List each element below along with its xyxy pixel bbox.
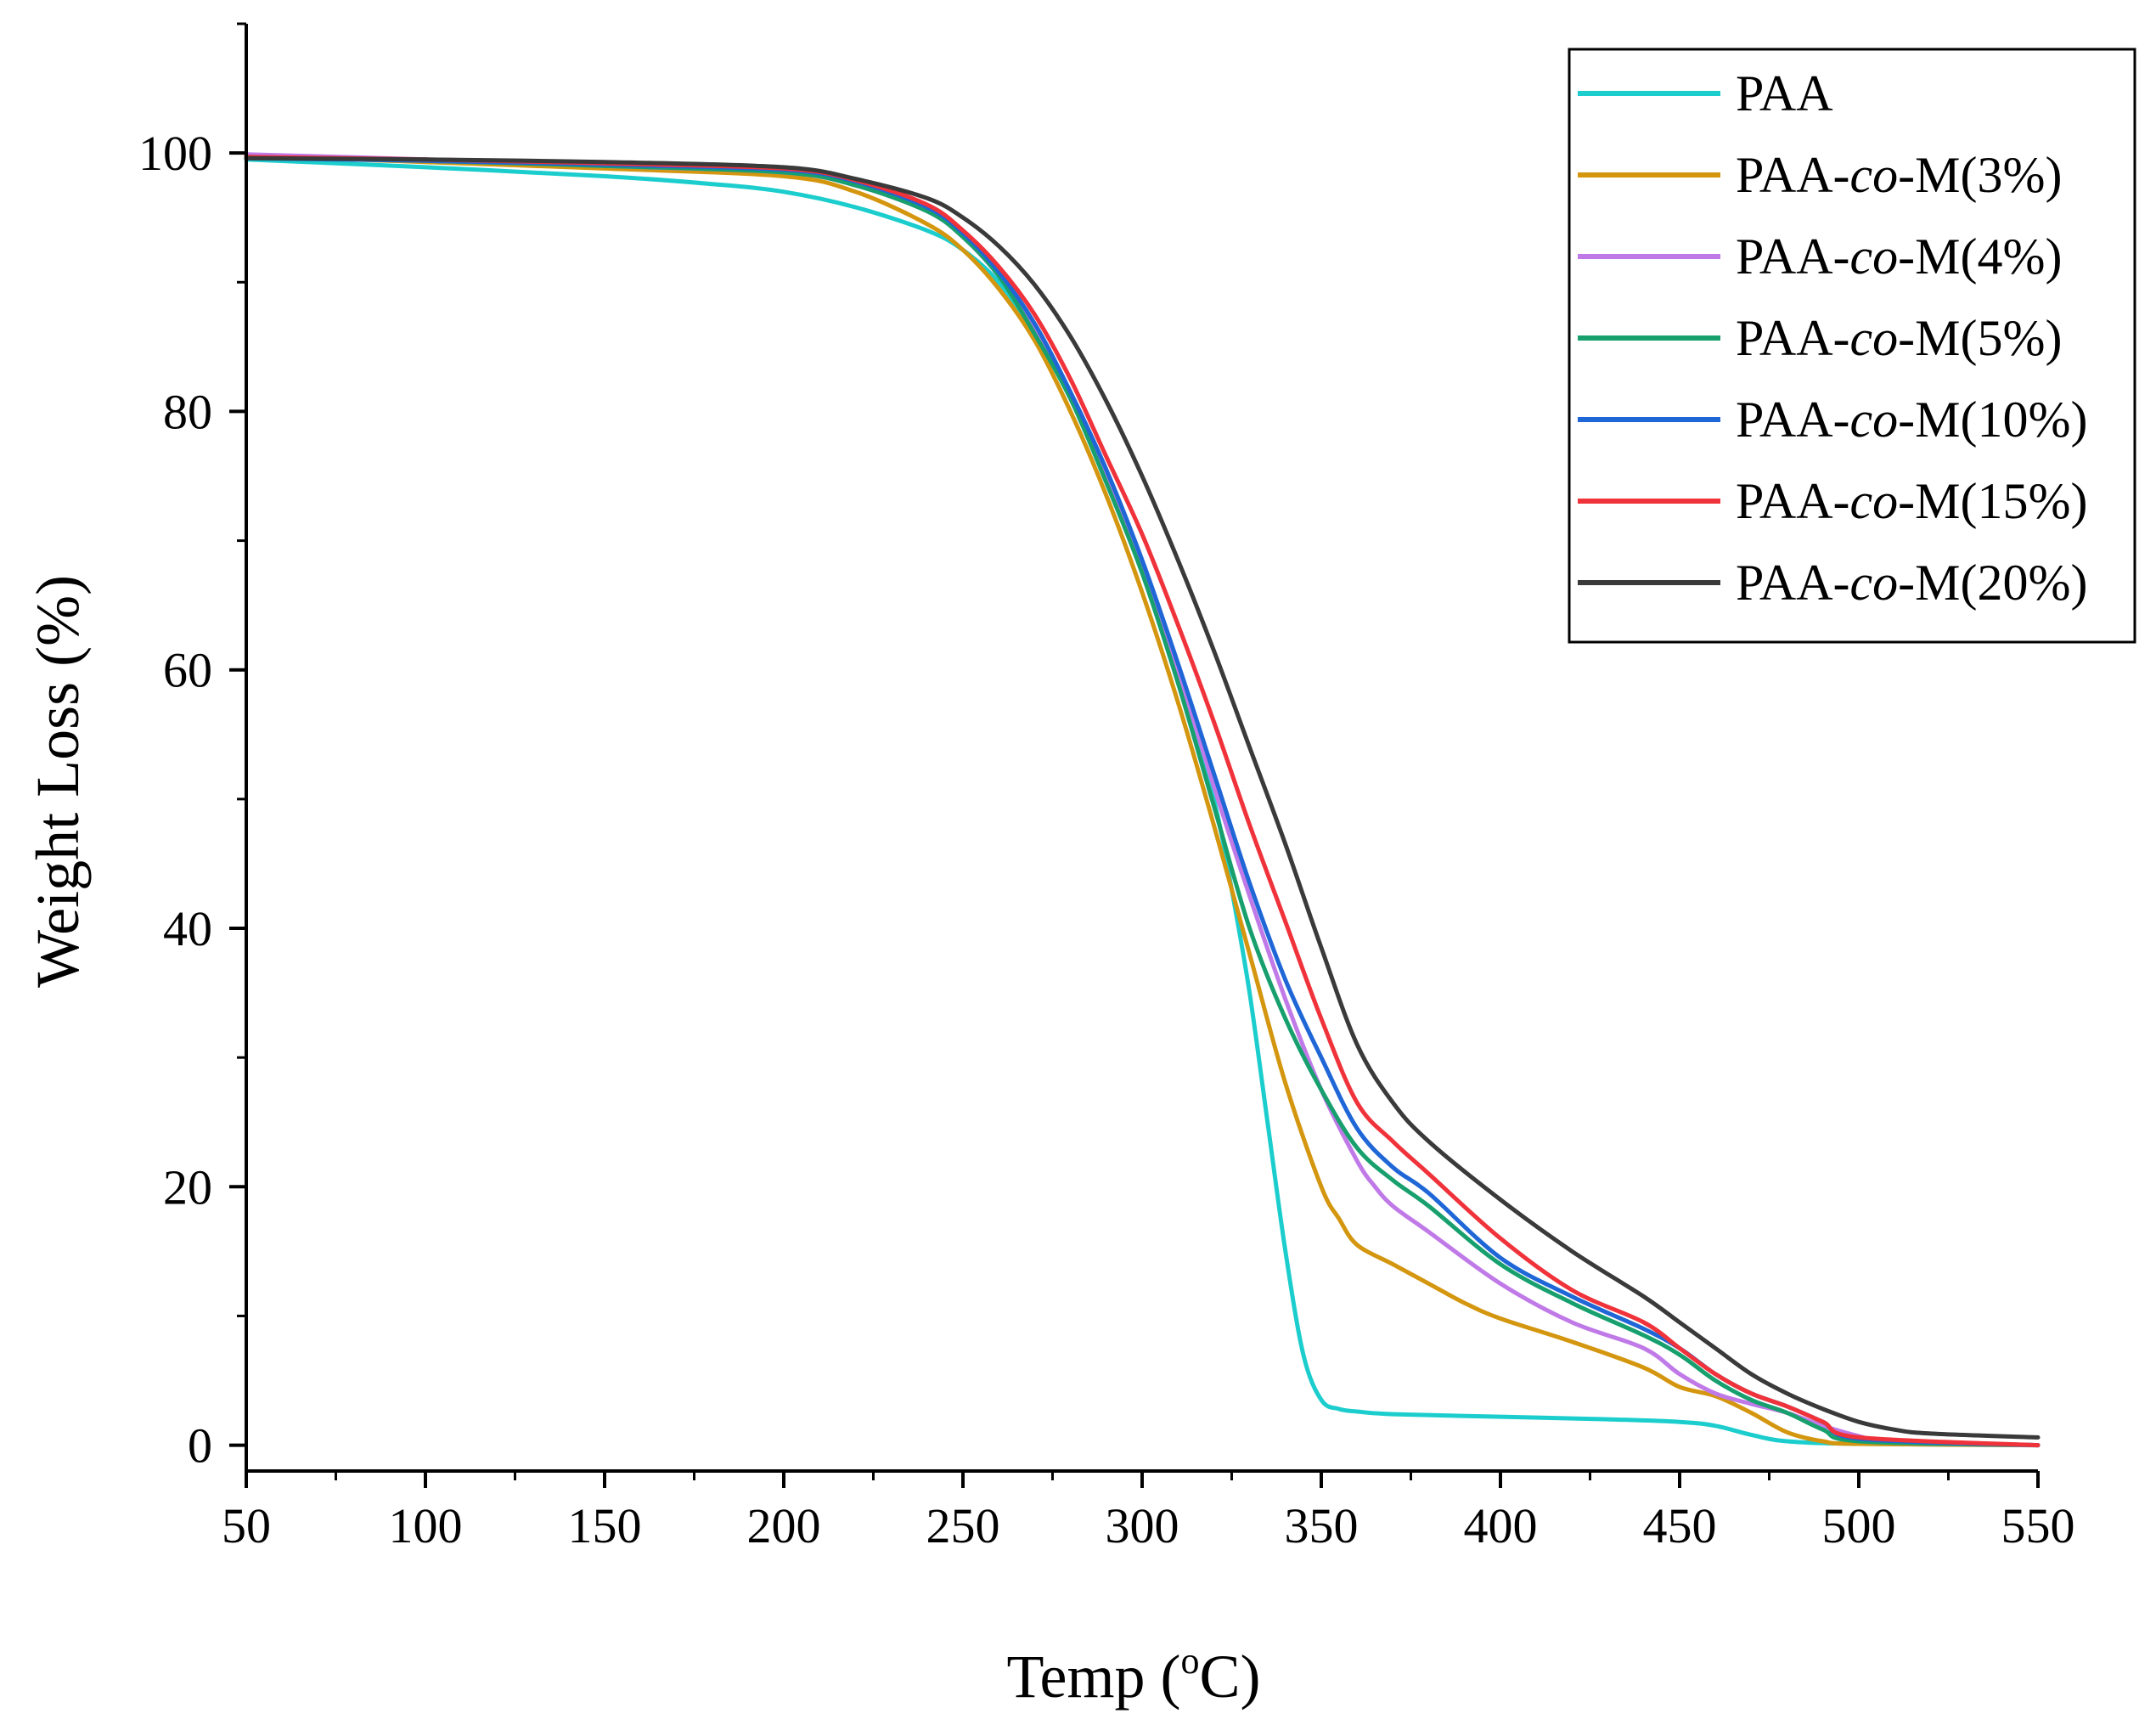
series-layer [244,152,2041,1448]
x-tick-label: 150 [568,1498,642,1553]
series-line-4 [244,155,2041,1448]
x-tick-label: 400 [1464,1498,1538,1553]
x-axis-title: Temp (oC) [1007,1640,1261,1711]
legend: PAA PAA-co-M(3%) PAA-co-M(4%) PAA-co-M(5%) P… [1568,48,2136,644]
y-tick-label: 40 [163,901,212,956]
x-tick-label: 100 [389,1498,463,1553]
tick-layer: 50 100 150 200 250 300 350 400 450 500 550 0 20 40 60 8… [138,22,2075,1553]
legend-box [1568,48,2136,644]
x-tick-label: 350 [1285,1498,1359,1553]
y-tick-label: 60 [163,643,212,698]
x-axis-title-post: C) [1199,1643,1260,1711]
y-axis-title: Weight Loss (%) [24,575,92,988]
series-line-2 [244,153,2041,1448]
legend-label-3: PAA-co-M(4%) [1736,228,2062,285]
x-tick-label: 300 [1106,1498,1179,1553]
legend-label-4: PAA-co-M(5%) [1736,310,2062,366]
legend-label-7: PAA-co-M(20%) [1736,555,2087,611]
legend-label-2: PAA-co-M(3%) [1736,147,2062,203]
legend-label-5: PAA-co-M(10%) [1736,392,2087,448]
x-tick-label: 50 [222,1498,271,1553]
x-tick-label: 450 [1643,1498,1717,1553]
y-tick-label: 20 [163,1159,212,1215]
y-tick-label: 0 [188,1418,212,1474]
x-axis-title-sup: o [1180,1640,1199,1682]
x-tick-label: 200 [747,1498,821,1553]
legend-label-1: PAA [1736,65,1833,121]
x-tick-label: 550 [2001,1498,2075,1553]
y-tick-label: 80 [163,384,212,439]
x-axis-title-pre: Temp ( [1007,1643,1181,1711]
series-line-7 [244,155,2041,1440]
x-tick-label: 500 [1822,1498,1896,1553]
legend-label-6: PAA-co-M(15%) [1736,473,2087,529]
x-tick-label: 250 [926,1498,1000,1553]
y-tick-label: 100 [138,126,212,181]
